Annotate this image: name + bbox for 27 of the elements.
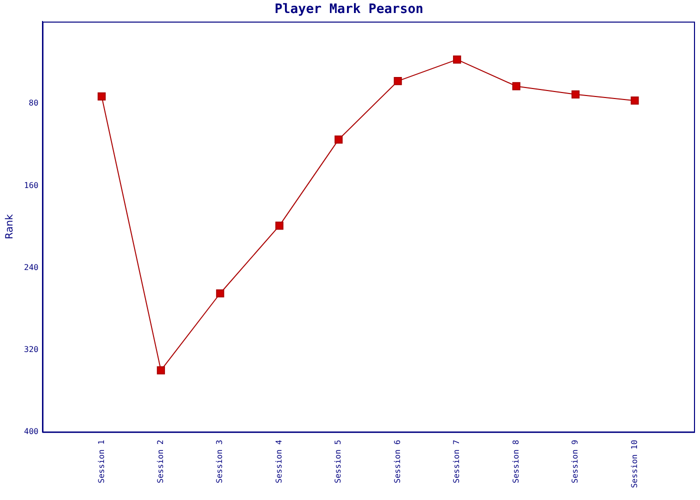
- x-tick-label: Session 9: [570, 440, 580, 484]
- point: [453, 56, 462, 64]
- x-tick-label: Session 1: [96, 440, 106, 484]
- y-tick-label: 320: [24, 344, 39, 354]
- point: [156, 366, 165, 374]
- x-tick-label: Session 3: [215, 440, 224, 484]
- point: [216, 289, 224, 298]
- y-tick-label: 160: [24, 180, 39, 190]
- x-tick-label: Session 6: [392, 440, 402, 484]
- x-tick-label: Session 7: [452, 440, 462, 484]
- x-tick-label: Session 2: [156, 440, 165, 484]
- point: [512, 82, 520, 90]
- point: [275, 222, 284, 230]
- y-tick-label: 80: [28, 98, 39, 108]
- point: [572, 90, 580, 98]
- x-tick-label: Session 4: [274, 440, 284, 484]
- point: [334, 136, 343, 144]
- point: [630, 96, 639, 105]
- y-axis-title: Rank: [4, 214, 16, 240]
- point: [98, 92, 106, 101]
- y-tick-label: 400: [24, 426, 39, 436]
- y-tick-label: 240: [24, 262, 39, 272]
- chart-title: Player Mark Pearson: [274, 2, 424, 18]
- x-tick-label: Session 5: [334, 440, 343, 484]
- x-tick-label: Session 10: [630, 440, 639, 488]
- x-tick-label: Session 8: [511, 440, 520, 484]
- point: [394, 77, 402, 86]
